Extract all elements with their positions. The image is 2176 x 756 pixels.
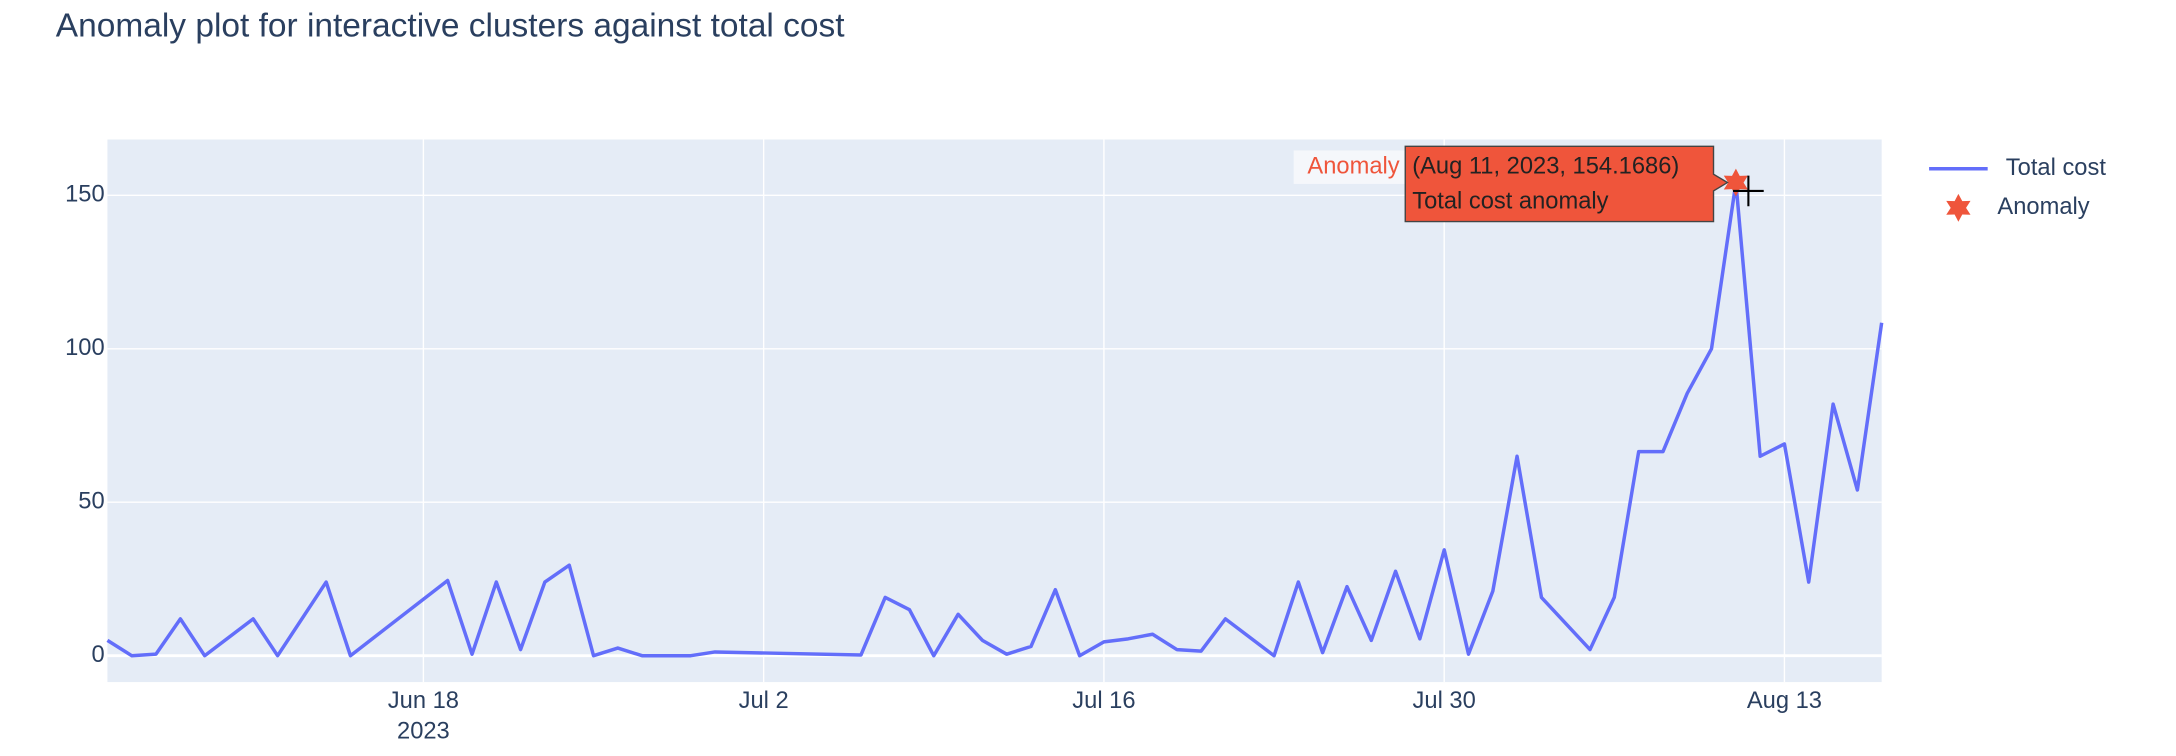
y-tick-label: 100 (65, 335, 105, 361)
x-tick-label: Aug 13 (1747, 688, 1822, 714)
y-tick-label: 0 (91, 642, 104, 668)
hover-line-2: Total cost anomaly (1412, 188, 1608, 214)
hover-box (1404, 145, 1729, 223)
plot-background (107, 139, 1882, 683)
hover-line-1: (Aug 11, 2023, 154.1686) (1412, 153, 1679, 179)
legend-label: Total cost (2006, 155, 2107, 181)
x-year-label: 2023 (397, 719, 450, 745)
annotation-text: Anomaly (1307, 153, 1399, 179)
cursor (1733, 175, 1764, 207)
series-line (106, 180, 1884, 658)
y-tick-label: 50 (78, 488, 104, 514)
y-tick-label: 150 (65, 182, 105, 208)
x-tick-label: Jul 16 (1072, 688, 1135, 714)
legend-marker (1946, 193, 1971, 222)
x-tick-label: Jul 2 (739, 688, 789, 714)
chart-title: Anomaly plot for interactive clusters ag… (56, 8, 845, 45)
anomaly-marker (1723, 168, 1748, 197)
x-tick-label: Jul 30 (1413, 688, 1476, 714)
legend-label: Anomaly (1997, 194, 2089, 220)
annotation-background (1293, 150, 1406, 184)
x-tick-label: Jun 18 (388, 688, 459, 714)
